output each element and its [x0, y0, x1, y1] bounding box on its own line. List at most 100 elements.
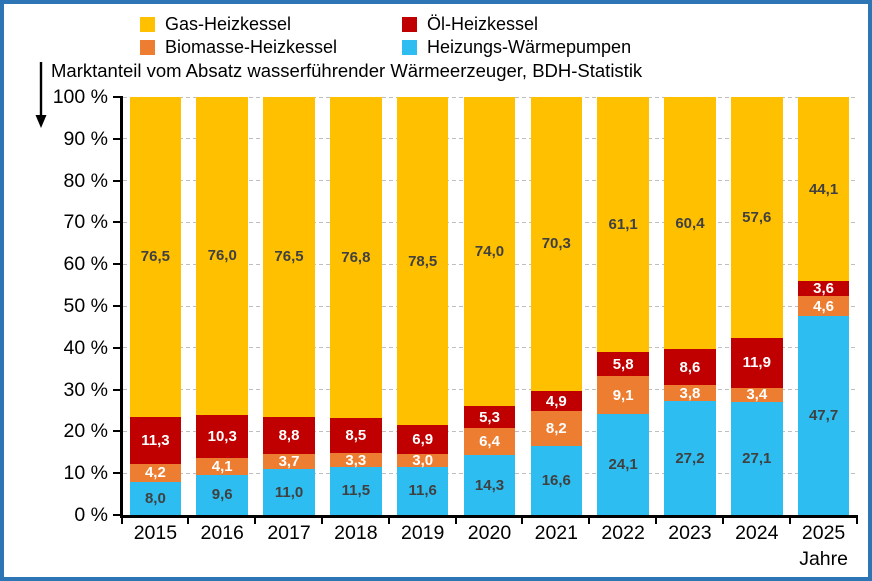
legend-label: Heizungs-Wärmepumpen: [427, 36, 632, 57]
y-axis-tick: [113, 137, 121, 140]
bar-segment: 3,4: [731, 386, 783, 404]
x-axis-title: Jahre: [799, 548, 848, 570]
down-arrow-icon: [35, 62, 47, 128]
y-axis-tick-label: 20 %: [63, 420, 108, 443]
y-axis-tick: [113, 514, 121, 516]
x-axis-tick: [320, 515, 323, 524]
y-axis-line: [120, 96, 123, 516]
data-label: 78,5: [408, 252, 438, 270]
y-axis-tick-label: 60 %: [63, 253, 108, 276]
data-label: 44,1: [808, 180, 839, 198]
x-axis-tick: [655, 515, 658, 524]
data-label: 3,7: [278, 452, 300, 470]
x-axis-tick: [855, 515, 858, 524]
data-label: 5,8: [612, 355, 634, 373]
x-axis-tick: [187, 515, 190, 524]
data-label: 3,6: [813, 280, 834, 298]
y-axis-tick: [113, 388, 121, 391]
legend-item-waermepumpen: Heizungs-Wärmepumpen: [402, 36, 631, 58]
data-label: 3,3: [345, 451, 367, 469]
bar-segment: 11,3: [129, 416, 182, 465]
legend-item-biomasse: Biomasse-Heizkessel: [140, 36, 337, 58]
bar-2020: 14,3 6,4 5,3 74,0: [463, 97, 516, 515]
data-label: 8,8: [278, 426, 300, 444]
data-label: 11,9: [742, 354, 771, 372]
y-axis-tick-label: 10 %: [63, 462, 108, 485]
bar-segment: 4,9: [530, 390, 583, 412]
bar-2021: 16,6 8,2 4,9 70,3: [530, 97, 583, 515]
chart-title: Marktanteil vom Absatz wasserführender W…: [51, 60, 643, 81]
bar-segment: 60,4: [664, 97, 716, 350]
data-label: 8,6: [679, 358, 701, 376]
data-label: 5,3: [479, 408, 500, 426]
x-axis-tick: [521, 515, 524, 524]
y-axis-tick: [113, 263, 121, 266]
x-axis-tick: [454, 515, 457, 524]
data-label: 4,2: [144, 464, 166, 482]
data-label: 8,5: [345, 426, 367, 444]
data-label: 76,5: [274, 248, 304, 266]
bar-segment: 8,2: [530, 411, 583, 446]
data-label: 3,4: [746, 386, 768, 404]
bar-segment: 4,2: [129, 464, 182, 482]
data-label: 3,8: [679, 384, 701, 402]
y-axis-tick-label: 80 %: [63, 169, 108, 192]
x-axis-tick-label: 2015: [133, 522, 178, 544]
bar-segment: 76,0: [196, 97, 248, 415]
bar-segment: 16,6: [530, 445, 583, 515]
bar-segment: 47,7: [797, 315, 850, 515]
bar-2023: 27,2 3,8 8,6 60,4: [664, 97, 716, 515]
bar-2016: 9,6 4,1 10,3 76,0: [196, 97, 248, 515]
legend-label: Gas-Heizkessel: [165, 13, 292, 34]
gridline: [123, 96, 857, 98]
x-axis-tick-label: 2018: [334, 522, 378, 544]
data-label: 4,9: [545, 392, 567, 410]
bar-2019: 11,6 3,0 6,9 78,5: [396, 97, 449, 515]
bar-segment: 57,6: [731, 97, 783, 338]
bar-segment: 8,0: [129, 481, 182, 515]
bar-segment: 3,0: [396, 451, 449, 469]
bar-segment: 9,1: [597, 376, 649, 415]
bar-segment: 76,8: [330, 96, 382, 418]
bar-2015: 8,0 4,2 11,3 76,5: [129, 97, 182, 515]
bar-segment: 11,0: [263, 469, 315, 515]
legend-label: Öl-Heizkessel: [427, 13, 539, 34]
bar-segment: 11,6: [396, 466, 449, 515]
y-axis-tick: [113, 305, 121, 307]
y-axis-tick-label: 100 %: [52, 86, 108, 108]
data-label: 10,3: [207, 427, 237, 445]
bar-segment: 8,5: [330, 417, 382, 454]
data-label: 11,3: [141, 431, 170, 449]
data-label: 61,1: [608, 215, 638, 233]
data-label: 3,0: [412, 451, 434, 469]
y-axis-tick-label: 90 %: [63, 127, 108, 150]
data-label: 9,1: [612, 386, 634, 404]
x-axis-tick-label: 2025: [801, 522, 846, 544]
waermepumpen-swatch-icon: [402, 39, 417, 55]
data-label: 9,6: [211, 486, 233, 504]
x-axis-tick-label: 2019: [400, 522, 445, 544]
x-axis-tick: [120, 515, 123, 524]
bar-segment: 61,1: [597, 96, 649, 352]
data-label: 27,2: [675, 449, 705, 467]
data-label: 76,8: [341, 248, 371, 266]
bar-segment: 9,6: [196, 474, 248, 515]
bar-segment: 3,6: [797, 280, 850, 298]
x-axis-tick-label: 2022: [601, 522, 645, 544]
data-label: 27,1: [742, 449, 772, 467]
bar-segment: 8,6: [664, 349, 716, 386]
x-axis-tick-label: 2016: [200, 522, 244, 544]
legend-item-gas: Gas-Heizkessel: [140, 13, 291, 35]
x-axis-tick-label: 2024: [735, 522, 779, 544]
bar-2018: 11,5 3,3 8,5 76,8: [330, 96, 382, 515]
bar-segment: 4,6: [797, 296, 850, 316]
bar-segment: 27,1: [731, 401, 783, 515]
bar-segment: 27,2: [664, 401, 716, 515]
bar-segment: 8,8: [263, 416, 315, 454]
x-axis-tick: [387, 515, 390, 524]
bar-segment: 24,1: [597, 414, 649, 515]
y-axis-tick: [113, 221, 121, 224]
bar-segment: 44,1: [797, 97, 850, 282]
x-axis-tick: [588, 515, 591, 524]
bar-segment: 78,5: [396, 97, 449, 426]
